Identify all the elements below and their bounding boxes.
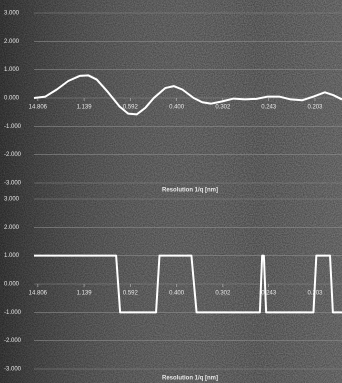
y-tick-label: -3.000 [4,181,22,187]
x-tick-label: 14.806 [29,105,48,111]
x-tick-label: 0.243 [261,105,277,111]
y-tick-label: 1.000 [4,67,20,73]
x-tick-label: 0.203 [307,105,323,111]
x-axis-label: Resolution 1/q [nm] [162,376,218,382]
y-tick-label: 1.000 [4,253,20,259]
y-tick-label: 0.000 [4,282,20,288]
x-tick-label: 0.400 [169,291,185,297]
x-tick-label: 0.302 [215,105,231,111]
x-tick-label: 0.243 [261,291,277,297]
page: {"chart_data": [ {"type": "line", "x_lab… [0,0,342,383]
x-tick-label: 0.302 [215,291,231,297]
y-tick-label: 3.000 [4,11,20,17]
x-tick-label: 0.400 [169,105,185,111]
x-tick-label: 0.592 [123,291,139,297]
x-axis-label: Resolution 1/q [nm] [162,188,218,194]
y-tick-label: 2.000 [4,39,20,45]
y-tick-label: 3.000 [4,197,20,203]
x-tick-label: 0.592 [123,105,139,111]
y-tick-label: 2.000 [4,225,20,231]
y-tick-label: -1.000 [4,124,22,130]
x-tick-label: 14.806 [29,291,48,297]
y-tick-label: -2.000 [4,338,22,344]
chart: 3.000 2.000 1.000 0.000 -1.000 -2.000 -3.000 14… [0,0,342,383]
x-tick-label: 1.139 [77,291,93,297]
x-tick-label: 1.139 [77,105,93,111]
y-tick-label: 0.000 [4,96,20,102]
y-tick-label: -3.000 [4,367,22,373]
y-tick-label: -1.000 [4,310,22,316]
y-tick-label: -2.000 [4,152,22,158]
